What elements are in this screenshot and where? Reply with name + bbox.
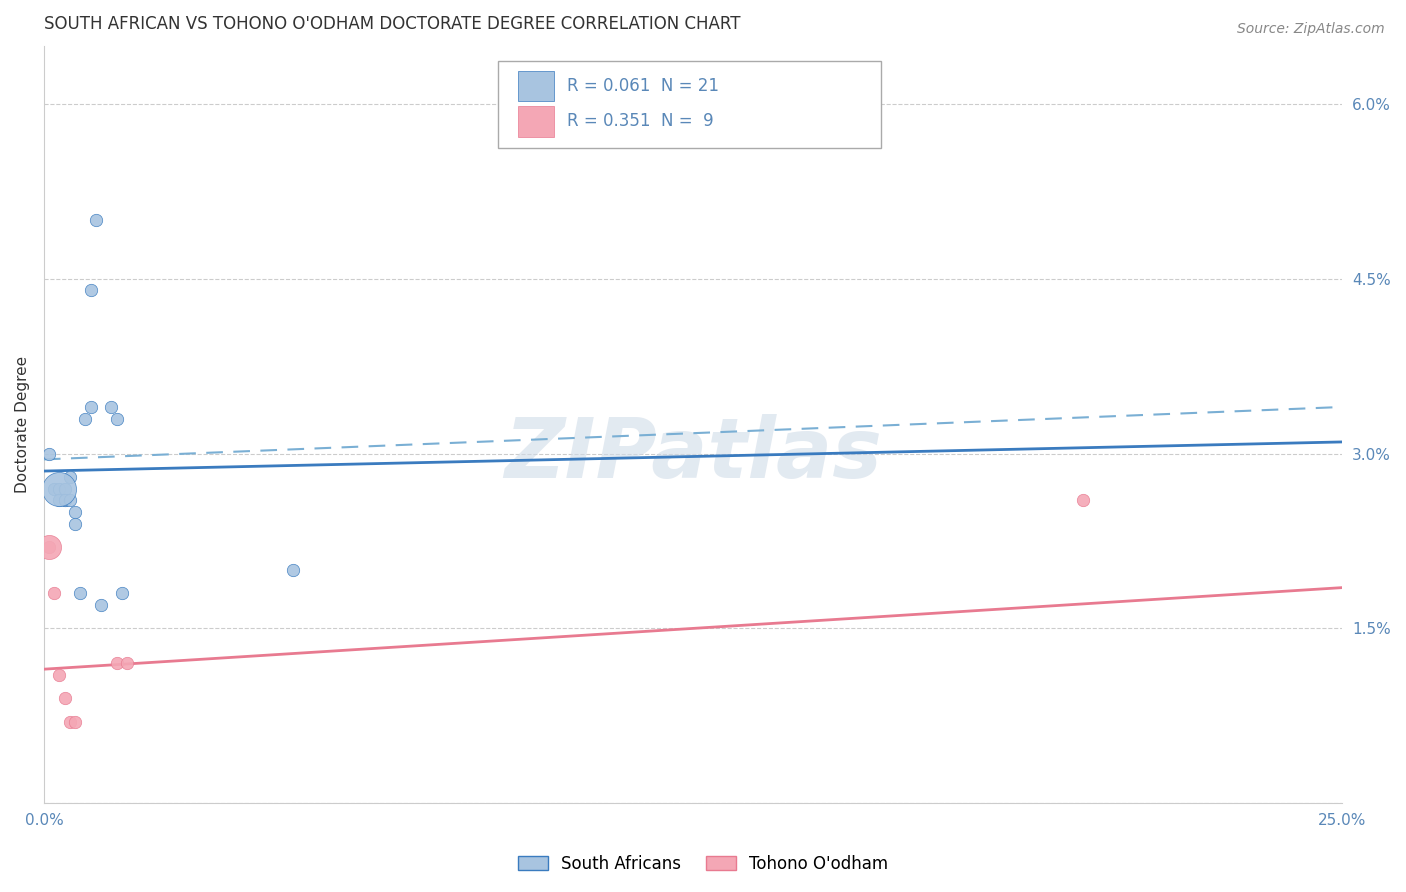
Bar	[517, 106, 554, 136]
Y-axis label: Doctorate Degree: Doctorate Degree	[15, 356, 30, 493]
Point	[44, 586, 66, 600]
Point	[38, 540, 60, 554]
Point	[1071, 493, 1094, 508]
Point	[115, 657, 138, 671]
Point	[38, 446, 60, 460]
Point	[100, 400, 122, 414]
Point	[53, 482, 76, 496]
Point	[63, 714, 86, 729]
FancyBboxPatch shape	[498, 61, 882, 148]
Point	[90, 598, 112, 612]
Point	[75, 411, 97, 425]
Text: SOUTH AFRICAN VS TOHONO O'ODHAM DOCTORATE DEGREE CORRELATION CHART: SOUTH AFRICAN VS TOHONO O'ODHAM DOCTORAT…	[44, 15, 741, 33]
Point	[53, 493, 76, 508]
Point	[84, 213, 107, 227]
Bar	[517, 70, 554, 101]
Point	[44, 482, 66, 496]
Point	[63, 505, 86, 519]
Point	[48, 493, 70, 508]
Point	[59, 714, 82, 729]
Point	[53, 691, 76, 706]
Point	[59, 470, 82, 484]
Point	[79, 284, 101, 298]
Point	[69, 586, 91, 600]
Text: Source: ZipAtlas.com: Source: ZipAtlas.com	[1237, 22, 1385, 37]
Point	[283, 563, 305, 577]
Point	[79, 400, 101, 414]
Point	[63, 516, 86, 531]
Legend: South Africans, Tohono O'odham: South Africans, Tohono O'odham	[510, 848, 896, 880]
Point	[111, 586, 134, 600]
Text: R = 0.351  N =  9: R = 0.351 N = 9	[567, 112, 714, 130]
Text: ZIPatlas: ZIPatlas	[505, 414, 882, 495]
Point	[48, 482, 70, 496]
Point	[53, 493, 76, 508]
Point	[59, 493, 82, 508]
Point	[105, 657, 128, 671]
Point	[105, 411, 128, 425]
Point	[38, 540, 60, 554]
Point	[48, 668, 70, 682]
Point	[48, 482, 70, 496]
Text: R = 0.061  N = 21: R = 0.061 N = 21	[567, 77, 720, 95]
